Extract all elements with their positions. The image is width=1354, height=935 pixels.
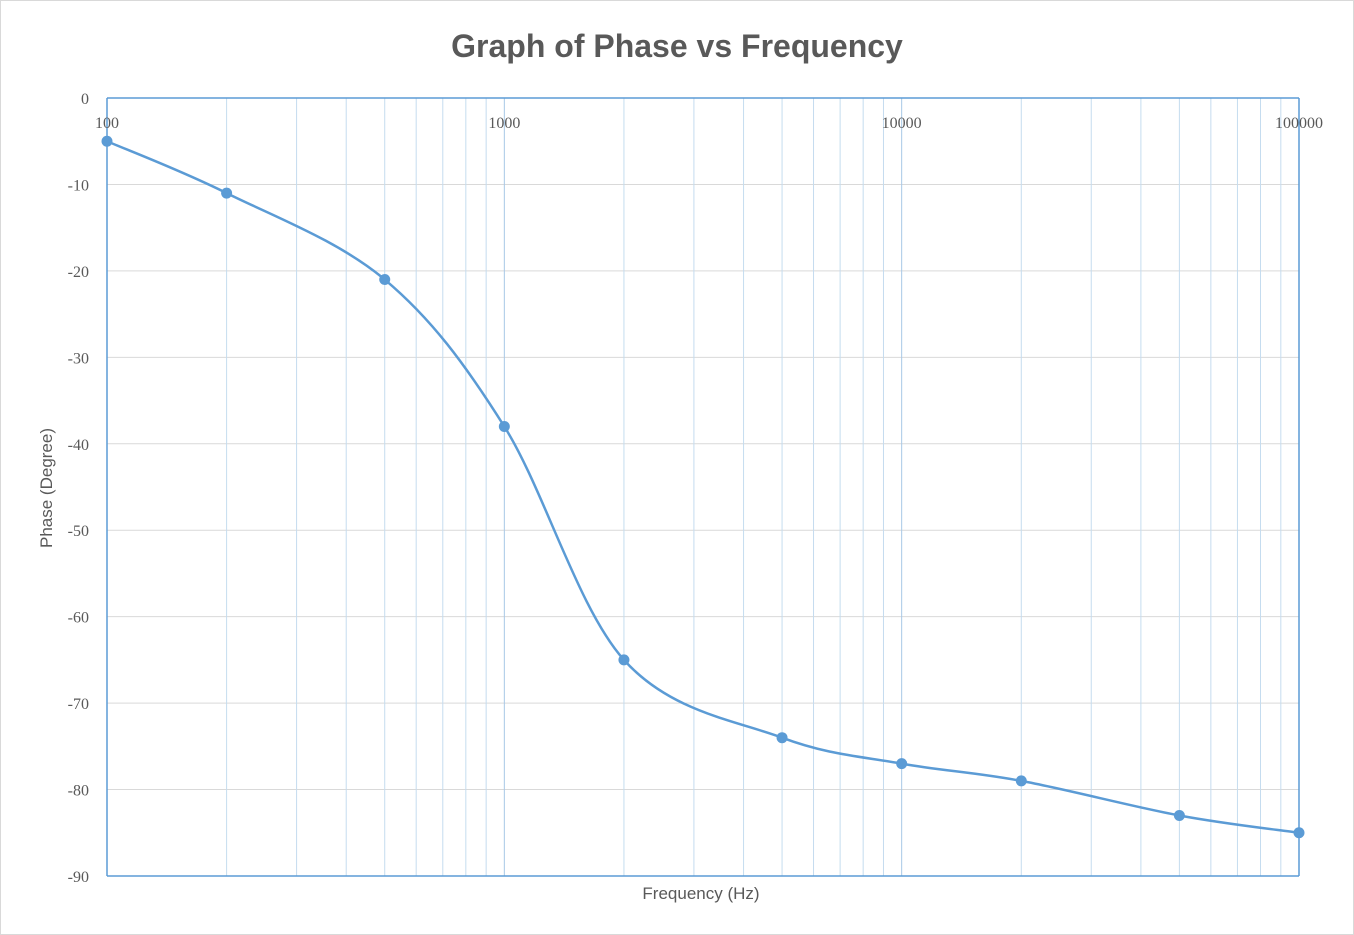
axes	[106, 97, 1300, 877]
y-axis-title: Phase (Degree)	[37, 428, 56, 548]
chart-title: Graph of Phase vs Frequency	[451, 28, 903, 64]
y-tick-label: 0	[81, 91, 89, 108]
x-axis-title: Frequency (Hz)	[642, 884, 759, 903]
y-tick-label: -40	[68, 437, 89, 454]
y-tick-label: -90	[68, 869, 89, 886]
y-tick-label: -20	[68, 264, 89, 281]
grid-lines	[106, 97, 1300, 877]
y-tick-label: -70	[68, 696, 89, 713]
data-point	[776, 732, 788, 744]
y-tick-label: -50	[68, 523, 89, 540]
data-point	[101, 135, 113, 147]
data-point	[618, 654, 630, 666]
x-tick-label: 100	[95, 115, 119, 132]
data-point	[1173, 809, 1185, 821]
y-tick-label: -60	[68, 610, 89, 627]
y-tick-label: -30	[68, 350, 89, 367]
y-tick-label: -10	[68, 177, 89, 194]
data-point	[1293, 827, 1305, 839]
x-tick-label: 1000	[488, 115, 520, 132]
series-line-group	[106, 140, 1300, 835]
y-tick-labels: 0 -10 -20 -30 -40 -50 -60 -70 -80 -90	[68, 91, 89, 886]
data-points	[101, 135, 1305, 839]
x-tick-labels: 100 1000 10000 100000	[95, 115, 1323, 132]
y-tick-label: -80	[68, 783, 89, 800]
series-line	[106, 140, 1300, 835]
x-tick-label: 100000	[1275, 115, 1323, 132]
data-point	[379, 274, 391, 286]
data-point	[896, 758, 908, 770]
data-point	[221, 187, 233, 199]
data-point	[498, 420, 510, 432]
data-point	[1015, 775, 1027, 787]
x-tick-label: 10000	[882, 115, 922, 132]
